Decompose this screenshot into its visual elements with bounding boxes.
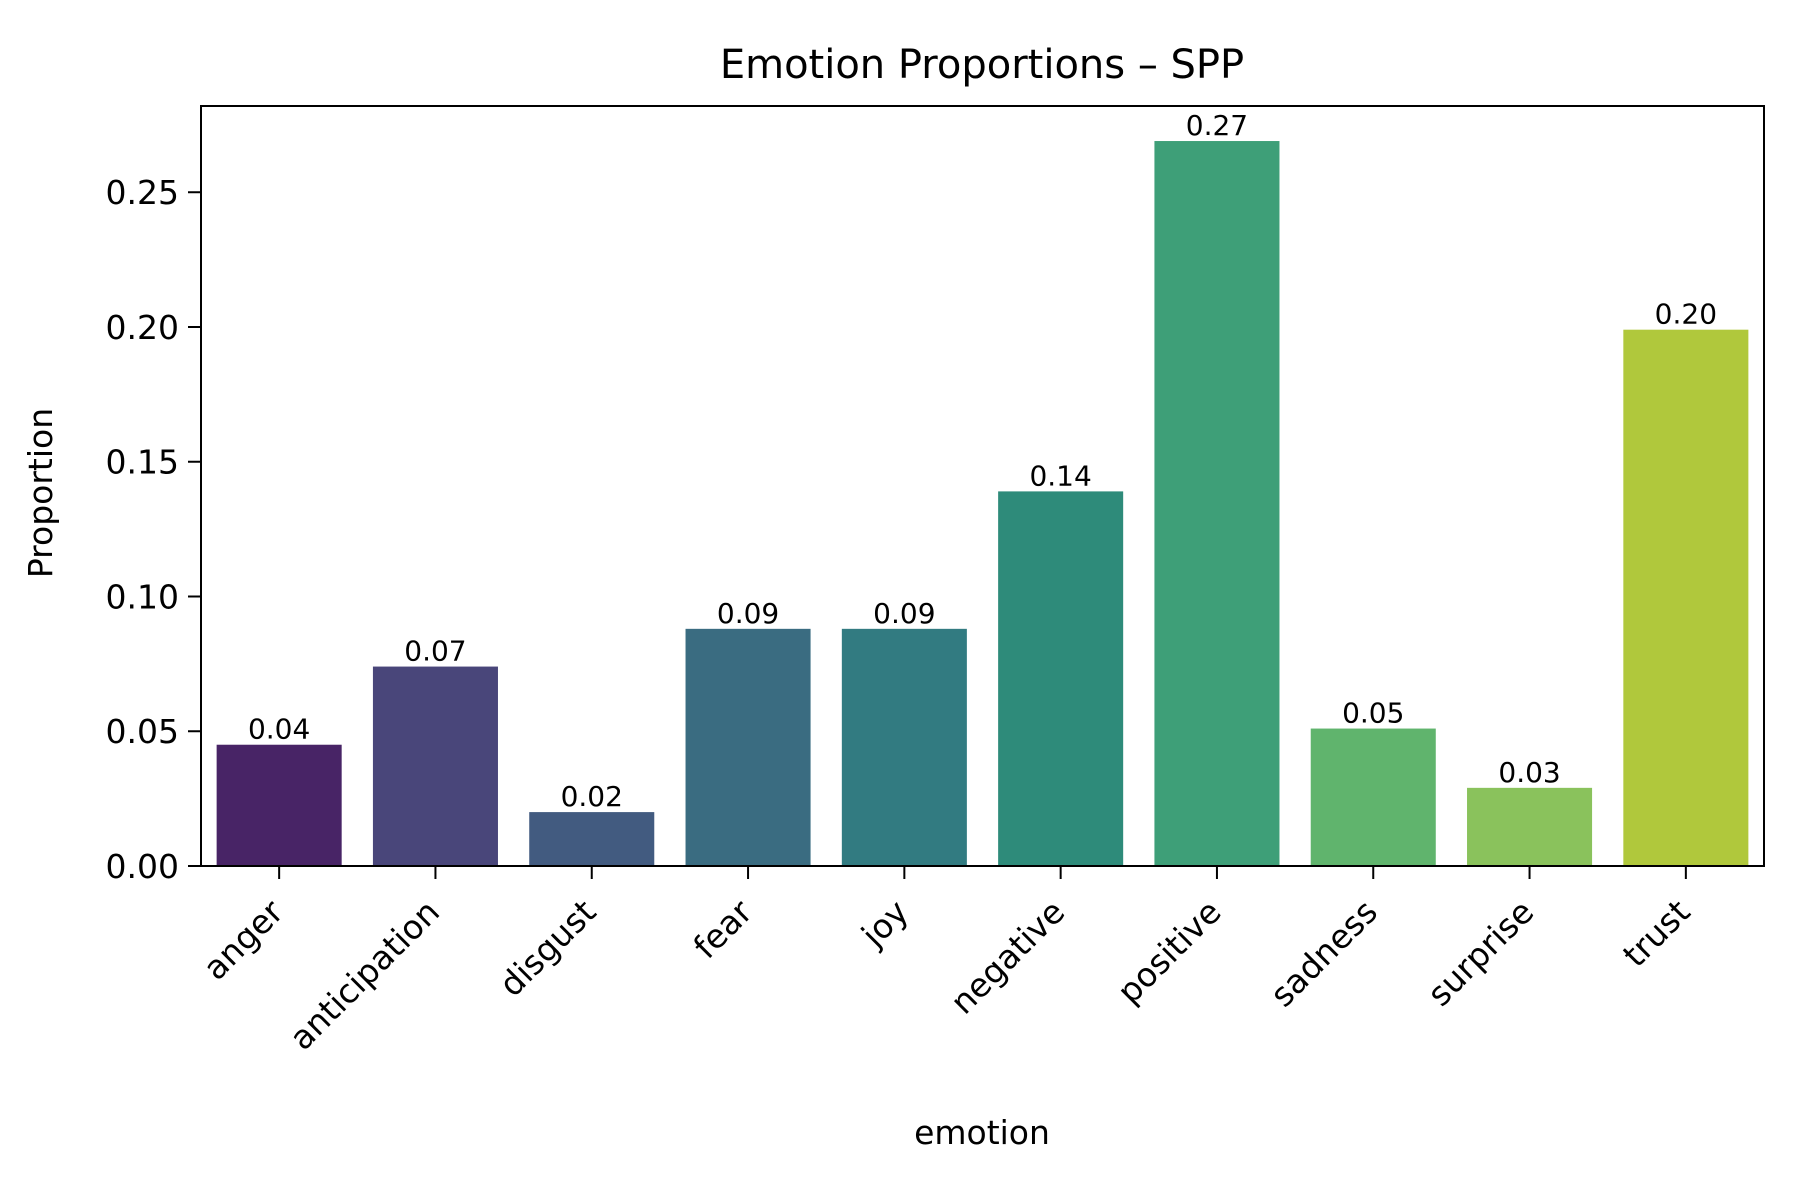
bar-anger — [216, 744, 342, 866]
bar-value-label-joy: 0.09 — [873, 597, 935, 630]
bar-disgust — [529, 812, 655, 866]
bar-sadness — [1310, 728, 1436, 866]
bar-value-label-disgust: 0.02 — [561, 780, 623, 813]
bar-surprise — [1467, 787, 1593, 866]
bar-value-label-positive: 0.27 — [1186, 109, 1248, 142]
bar-fear — [685, 628, 811, 866]
bar-positive — [1154, 141, 1280, 866]
y-tick-label-0: 0.00 — [106, 847, 179, 886]
bar-negative — [998, 491, 1124, 866]
bar-value-label-sadness: 0.05 — [1342, 697, 1404, 730]
x-tick-label-positive: positive — [1109, 892, 1228, 1011]
bar-value-label-fear: 0.09 — [717, 597, 779, 630]
bar-joy — [841, 628, 967, 866]
bar-value-label-anticipation: 0.07 — [404, 635, 466, 668]
y-tick-label-3: 0.15 — [106, 443, 179, 482]
y-tick-label-1: 0.05 — [106, 712, 179, 751]
y-tick-label-4: 0.20 — [106, 308, 179, 347]
x-axis-label: emotion — [914, 1113, 1050, 1152]
x-tick-label-anticipation: anticipation — [282, 892, 447, 1057]
x-tick-label-joy: joy — [853, 892, 916, 955]
plot-area-frame — [200, 105, 1765, 867]
bar-value-label-surprise: 0.03 — [1498, 756, 1560, 789]
x-tick-label-sadness: sadness — [1263, 892, 1385, 1014]
bar-value-label-negative: 0.14 — [1029, 459, 1091, 492]
bar-value-label-trust: 0.20 — [1655, 298, 1717, 331]
bar-value-label-anger: 0.04 — [248, 713, 310, 746]
bars-layer: 0.04 0.07 0.02 0.09 0.09 0.14 0.27 0.05 0.03 0.20 — [216, 109, 1749, 866]
x-tick-label-fear: fear — [686, 892, 760, 966]
y-tick-label-2: 0.10 — [106, 577, 179, 616]
x-tick-label-negative: negative — [943, 892, 1073, 1022]
y-tick-label-5: 0.25 — [106, 173, 179, 212]
bar-trust — [1623, 329, 1749, 866]
x-tick-label-surprise: surprise — [1420, 892, 1542, 1014]
x-tick-label-disgust: disgust — [491, 892, 603, 1004]
chart-title: Emotion Proportions – SPP — [720, 42, 1244, 88]
bar-anticipation — [372, 666, 498, 866]
x-tick-label-anger: anger — [195, 892, 291, 988]
y-axis-label: Proportion — [21, 408, 60, 578]
x-tick-label-trust: trust — [1615, 892, 1697, 974]
